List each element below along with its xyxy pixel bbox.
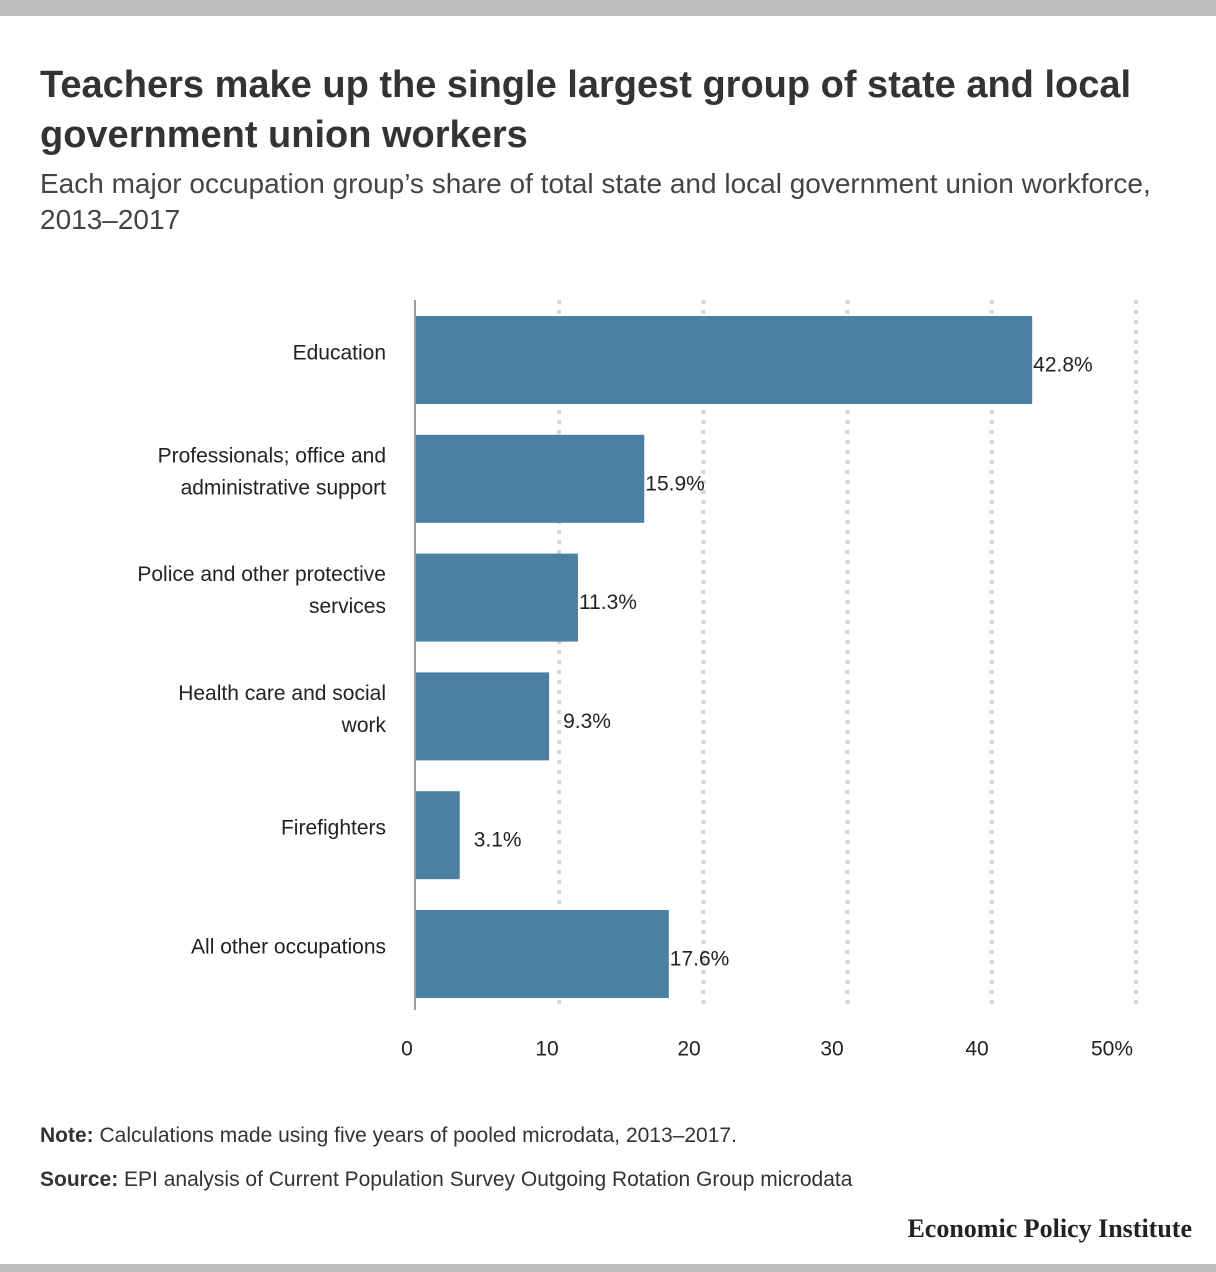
x-tick-label: 10 — [535, 1038, 558, 1061]
source: Source: EPI analysis of Current Populati… — [40, 1166, 1180, 1194]
category-label: work — [341, 714, 387, 737]
source-text: EPI analysis of Current Population Surve… — [118, 1168, 853, 1191]
bar — [415, 672, 550, 761]
value-label: 15.9% — [645, 472, 705, 495]
value-label: 3.1% — [474, 829, 522, 852]
bar — [415, 553, 578, 642]
chart-subtitle: Each major occupation group’s share of t… — [40, 168, 1151, 235]
bar — [415, 434, 645, 523]
note-text: Calculations made using five years of po… — [93, 1124, 737, 1147]
bar-chart: Education 42.8% Professionals; office and a… — [137, 300, 1138, 1061]
category-label: All other occupations — [191, 936, 386, 959]
value-label: 17.6% — [670, 948, 730, 971]
source-label: Source: — [40, 1168, 119, 1191]
bar — [415, 910, 669, 998]
brand-logo-text: Economic Policy Institute — [907, 1214, 1192, 1243]
note: Note: Calculations made using five years… — [40, 1122, 1180, 1150]
bar — [415, 791, 460, 880]
category-label: Health care and social — [178, 682, 386, 705]
x-tick-label: 20 — [677, 1038, 700, 1061]
value-label: 11.3% — [579, 591, 637, 614]
bar — [415, 316, 1033, 404]
x-tick-label: 40 — [965, 1038, 988, 1061]
x-tick-label: 0 — [401, 1038, 413, 1061]
x-tick-label: 30 — [820, 1038, 843, 1061]
category-label: Police and other protective — [137, 563, 386, 586]
bottom-border — [0, 1264, 1216, 1272]
category-label: administrative support — [181, 476, 387, 499]
category-label: services — [309, 595, 386, 618]
category-label: Firefighters — [281, 817, 386, 840]
category-label: Education — [293, 342, 386, 365]
note-label: Note: — [40, 1124, 94, 1147]
value-label: 42.8% — [1033, 354, 1093, 377]
chart-title: Teachers make up the single largest grou… — [40, 64, 1132, 156]
category-label: Professionals; office and — [158, 444, 386, 467]
value-label: 9.3% — [563, 710, 611, 733]
x-tick-label: 50% — [1091, 1038, 1133, 1061]
top-border — [0, 0, 1216, 16]
